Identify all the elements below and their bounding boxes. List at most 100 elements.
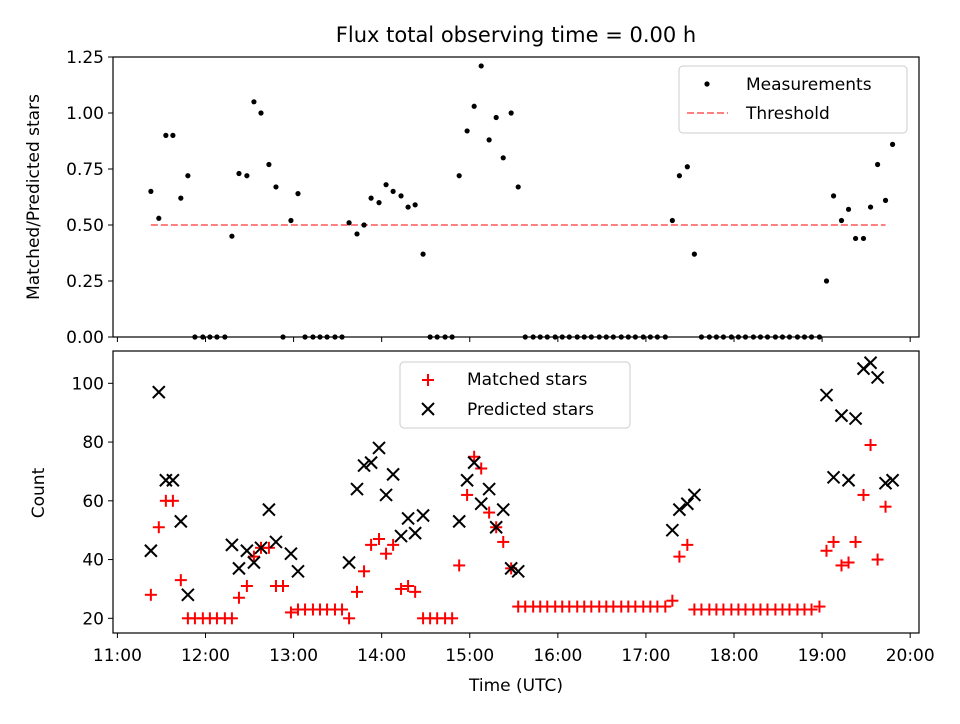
x-tick-label: 13:00 [269, 646, 318, 666]
measurement-point [874, 161, 881, 168]
matched-star-point [284, 606, 297, 619]
predicted-star-point [482, 482, 496, 496]
measurement-point [860, 235, 867, 242]
measurement-point [295, 191, 301, 197]
y-tick-label-top: 0.50 [66, 216, 104, 236]
measurement-point [867, 204, 874, 210]
measurement-point [882, 197, 889, 203]
predicted-star-point [225, 538, 239, 552]
predicted-star-point [401, 511, 415, 526]
legend-box-bottom [399, 361, 631, 429]
measurement-point [288, 217, 294, 224]
predicted-star-point [452, 514, 466, 529]
measurement-point [676, 173, 683, 179]
predicted-star-point [152, 385, 166, 399]
predicted-star-point [848, 411, 863, 426]
matched-star-point [475, 462, 488, 475]
x-tick-label: 11:00 [93, 646, 142, 666]
predicted-star-point [665, 523, 680, 537]
flux-ratio-panel: Flux total observing time = 0.00 h 0.00 0… [24, 23, 920, 348]
matched-star-point [373, 533, 386, 545]
measurement-point [500, 155, 506, 161]
y-tick-label-top: 0.25 [66, 272, 104, 292]
predicted-star-point [232, 561, 246, 576]
predicted-star-point [386, 467, 400, 482]
measurement-point [163, 132, 169, 138]
predicted-star-point [247, 555, 261, 570]
matched-star-point [835, 559, 848, 572]
legend-box-top [678, 65, 908, 134]
y-tick-label-bottom: 40 [82, 551, 104, 571]
measurement-point [361, 222, 367, 228]
legend-matched-marker [422, 374, 434, 386]
predicted-star-point [474, 497, 488, 511]
plot-frame-top [112, 56, 920, 338]
measurement-point [852, 235, 859, 242]
matched-star-point [387, 538, 400, 551]
y-axis-label-bottom: Count [29, 467, 49, 518]
measurement-point [889, 141, 896, 147]
x-tick-label: 12:00 [181, 646, 230, 666]
predicted-star-point [687, 488, 702, 502]
matched-star-point [483, 506, 496, 519]
predicted-star-point [284, 546, 298, 561]
x-tick-label: 16:00 [533, 646, 582, 666]
predicted-star-point [885, 473, 900, 487]
measurement-point [830, 193, 837, 199]
predicted-star-point [826, 470, 841, 485]
matched-star-point [232, 591, 245, 604]
matched-star-point [395, 582, 408, 595]
measurement-point [346, 220, 352, 226]
x-axis-ticks-bottom: 11:00 12:00 13:00 14:00 15:00 16:00 17:00 18:00… [93, 633, 935, 666]
matched-star-point [805, 603, 818, 616]
predicted-star-point [467, 455, 481, 470]
matched-star-point [166, 494, 179, 507]
matched-star-point [820, 544, 833, 557]
measurement-point [515, 184, 521, 190]
predicted-star-point [291, 564, 305, 579]
x-tick-label: 18:00 [710, 646, 759, 666]
predicted-star-point [394, 529, 408, 543]
measurement-point [148, 188, 154, 194]
legend-measurements-label: Measurements [746, 75, 872, 95]
measurement-point [471, 103, 477, 109]
y-tick-label-top: 0.00 [66, 328, 104, 348]
predicted-star-point [174, 514, 188, 529]
matched-star-point [857, 488, 870, 501]
plot-frame-bottom [112, 350, 920, 634]
y-tick-label-bottom: 60 [82, 492, 104, 512]
predicted-star-point [672, 502, 687, 517]
measurement-point [178, 195, 184, 201]
measurement-point [156, 215, 162, 221]
predicted-star-point [342, 555, 356, 570]
matched-star-point [409, 585, 422, 598]
y-axis-label-top: Matched/Predicted stars [24, 94, 44, 300]
matched-star-point [461, 488, 474, 501]
predicted-star-point [460, 473, 474, 487]
matched-star-point [365, 538, 378, 551]
measurement-point [258, 110, 264, 116]
measurement-point [368, 195, 374, 201]
predicted-star-point [181, 588, 195, 602]
measurement-point [376, 200, 382, 206]
measurement-point [170, 132, 176, 138]
measurement-point [251, 99, 257, 105]
predicted-star-point [416, 508, 430, 523]
chart-title: Flux total observing time = 0.00 h [336, 23, 696, 47]
matched-star-point [358, 565, 371, 578]
measurement-point [493, 114, 499, 121]
matched-star-point [879, 500, 892, 513]
matched-star-point [144, 588, 157, 601]
measurement-point [456, 173, 462, 179]
predicted-star-point [863, 356, 878, 370]
matched-star-point [336, 603, 349, 616]
predicted-star-point [870, 370, 885, 385]
predicted-star-point [680, 497, 695, 511]
measurement-point [383, 182, 389, 188]
legend-predicted-marker [421, 402, 435, 416]
measurement-point [236, 170, 242, 177]
matched-star-point [497, 535, 510, 548]
predicted-star-point [269, 535, 283, 549]
matched-star-point [842, 556, 855, 569]
matched-star-point [827, 535, 840, 548]
